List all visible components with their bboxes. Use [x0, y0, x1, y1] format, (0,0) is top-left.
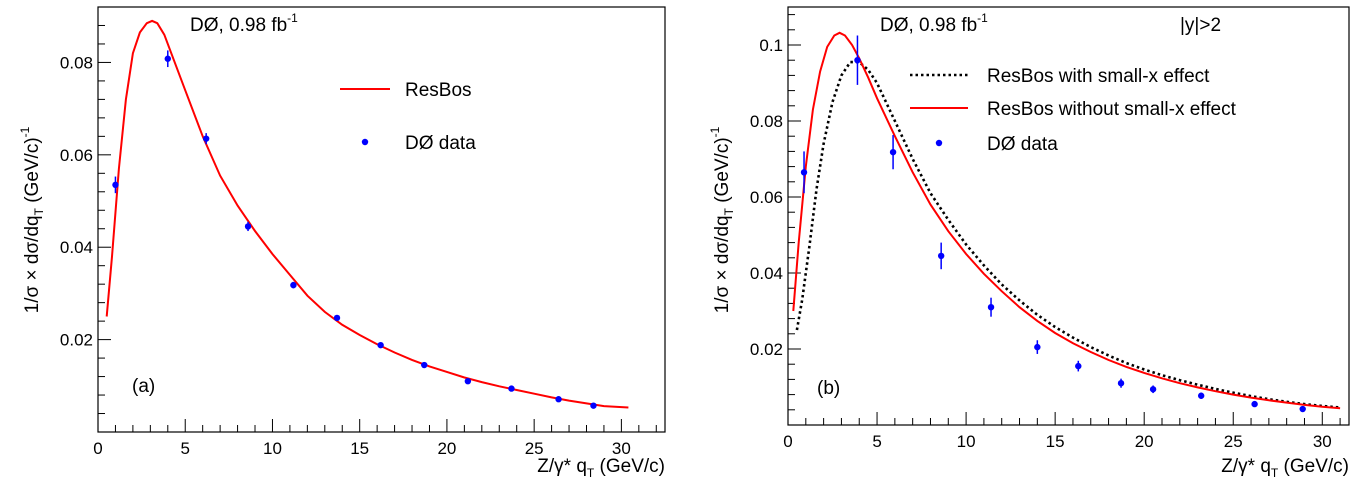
data-point — [290, 281, 297, 289]
y-tick-label: 0.04 — [60, 238, 93, 257]
data-point — [590, 402, 597, 409]
y-tick-label: 0.08 — [750, 112, 783, 131]
data-point — [202, 135, 210, 142]
data-point — [508, 385, 515, 392]
data-point — [421, 361, 428, 369]
y-axis-title-sup: -1 — [18, 126, 32, 137]
x-tick-label: 5 — [872, 432, 881, 451]
data-point — [164, 55, 171, 62]
data-point — [1034, 343, 1041, 351]
experiment-label-sup: -1 — [287, 11, 298, 25]
y-axis-title-sub: T — [32, 207, 46, 215]
legend-label: ResBos without small-x effect — [987, 99, 1237, 120]
plot-area — [105, 19, 629, 409]
y-tick-label: 0.1 — [759, 36, 783, 55]
data-point — [889, 148, 897, 156]
data-point — [1251, 400, 1258, 408]
data-point — [244, 223, 252, 230]
legend-label: ResBos with small-x effect — [987, 66, 1210, 87]
data-point — [1075, 362, 1082, 370]
y-tick-label: 0.04 — [750, 264, 783, 283]
plot-frame — [787, 6, 1350, 426]
x-tick-label: 10 — [957, 432, 976, 451]
y-axis-title: 1/σ × dσ/dqT (GeV/c)-1 — [18, 126, 46, 313]
plot-area — [792, 31, 1341, 413]
data-point — [1299, 405, 1306, 413]
data-point — [937, 252, 945, 260]
y-axis-title-unit: (GeV/c) — [22, 137, 43, 208]
x-tick-label: 5 — [180, 439, 189, 458]
y-axis-title-main: 1/σ × dσ/dq — [712, 215, 733, 313]
data-point — [987, 304, 995, 311]
x-tick-label: 10 — [263, 439, 282, 458]
x-tick-label: 20 — [1135, 432, 1154, 451]
experiment-label: DØ, 0.98 fb-1 — [190, 11, 298, 36]
experiment-label-sup: -1 — [977, 11, 988, 25]
y-tick-label: 0.06 — [750, 188, 783, 207]
x-tick-label: 0 — [93, 439, 102, 458]
rapidity-cut-label: |y|>2 — [1180, 15, 1221, 36]
data-point — [1149, 386, 1157, 393]
y-axis-title: 1/σ × dσ/dqT (GeV/c)-1 — [708, 126, 736, 313]
resbos-curve — [105, 19, 629, 409]
plot-frame — [97, 6, 666, 433]
panel-b: 0 5 10 15 20 25 30 0.02 0.04 0.06 0.08 0.1 Z/γ* qT (… — [708, 6, 1350, 480]
x-tick-label: 0 — [783, 432, 792, 451]
panel-label: (a) — [132, 376, 155, 397]
data-point — [854, 57, 861, 64]
legend-point-swatch — [935, 139, 943, 147]
x-tick-label: 25 — [525, 439, 544, 458]
y-tick-label: 0.02 — [750, 340, 783, 359]
panel-a: 0 5 10 15 20 25 30 0.02 0.04 0.06 0.08 Z/γ* qT (GeV… — [18, 6, 666, 480]
x-axis-title-sub: T — [1271, 466, 1279, 480]
data-point — [112, 181, 119, 189]
data-point — [464, 377, 472, 385]
experiment-label: DØ, 0.98 fb-1 — [880, 11, 988, 36]
panel-label: (b) — [817, 378, 840, 399]
y-axis-title-main: 1/σ × dσ/dq — [22, 215, 43, 313]
data-point — [333, 314, 341, 322]
x-axis-title: Z/γ* qT (GeV/c) — [537, 456, 665, 480]
data-point — [555, 396, 562, 403]
x-tick-label: 20 — [437, 439, 456, 458]
y-tick-label: 0.08 — [60, 53, 93, 72]
legend-label: DØ data — [987, 134, 1058, 155]
resbos-curve — [792, 31, 1341, 410]
x-axis-title-unit: (GeV/c) — [1278, 456, 1349, 477]
y-tick-label: 0.02 — [60, 331, 93, 350]
x-tick-label: 15 — [350, 439, 369, 458]
legend-label: DØ data — [405, 133, 476, 154]
resbos-small-x-curve — [795, 60, 1341, 409]
x-tick-label: 30 — [612, 439, 631, 458]
data-point — [377, 341, 384, 349]
x-axis-title-sub: T — [587, 466, 595, 480]
data-point — [1117, 380, 1125, 387]
x-axis-title-unit: (GeV/c) — [594, 456, 665, 477]
legend-label: ResBos — [405, 80, 472, 101]
x-tick-label: 15 — [1046, 432, 1065, 451]
x-axis-title: Z/γ* qT (GeV/c) — [1221, 456, 1349, 480]
x-tick-label: 30 — [1313, 432, 1332, 451]
y-axis-title-sup: -1 — [708, 126, 722, 137]
legend-point-swatch — [361, 138, 369, 146]
x-tick-label: 25 — [1224, 432, 1243, 451]
y-axis-title-sub: T — [722, 207, 736, 215]
y-axis-title-unit: (GeV/c) — [712, 137, 733, 208]
data-point — [800, 169, 808, 176]
data-point — [1197, 392, 1205, 399]
y-tick-label: 0.06 — [60, 146, 93, 165]
